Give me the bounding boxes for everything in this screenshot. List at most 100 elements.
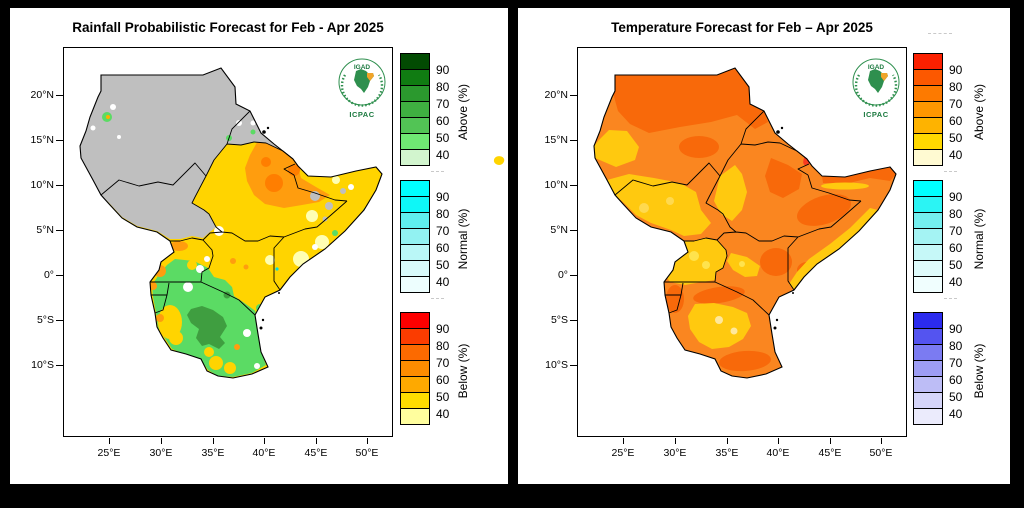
legend-swatch (913, 180, 943, 197)
legend-swatch (913, 69, 943, 86)
legend-artifact-dash (431, 298, 444, 299)
x-tick-label: 35°E (201, 447, 225, 459)
legend-swatch (400, 133, 430, 150)
icpac-logo: IGAD ICPAC (852, 58, 900, 119)
legend-tick: 40 (436, 407, 450, 421)
legend-swatch (913, 133, 943, 150)
y-tick (56, 320, 63, 321)
legend-swatch (400, 212, 430, 229)
x-tick-label: 50°E (869, 447, 893, 459)
legend-tick: 70 (949, 97, 963, 111)
legend-swatch (400, 244, 430, 261)
legend-below-rainfall (400, 312, 430, 425)
legend-tick: 70 (436, 224, 450, 238)
logo-icpac-text: ICPAC (349, 110, 374, 119)
legend-tick: 60 (949, 241, 963, 255)
y-tick-label: 10°N (30, 179, 54, 191)
legend-swatch (400, 149, 430, 166)
x-tick (830, 438, 831, 444)
legend-normal-rainfall (400, 180, 430, 293)
x-tick (675, 438, 676, 444)
legend-swatch (400, 228, 430, 245)
legend-swatch (913, 149, 943, 166)
legend-tick: 50 (436, 390, 450, 404)
y-tick (56, 185, 63, 186)
legend-tick: 40 (949, 148, 963, 162)
legend-swatch (913, 260, 943, 277)
legend-tick: 80 (436, 80, 450, 94)
logo-igad-text: IGAD (354, 64, 371, 71)
x-tick-label: 30°E (149, 447, 173, 459)
y-tick (570, 95, 577, 96)
legend-tick: 40 (436, 148, 450, 162)
legend-axis-label: Above (%) (972, 83, 986, 141)
legend-tick: 40 (949, 407, 963, 421)
y-tick (570, 275, 577, 276)
legend-swatch (913, 344, 943, 361)
legend-swatch (400, 360, 430, 377)
legend-swatch (913, 360, 943, 377)
legend-swatch (913, 328, 943, 345)
legend-tick: 80 (949, 339, 963, 353)
rainfall-map (79, 67, 383, 379)
legend-swatch (913, 244, 943, 261)
legend-axis-label: Normal (%) (456, 208, 470, 270)
y-tick (570, 185, 577, 186)
legend-artifact-dash (431, 171, 444, 172)
legend-swatch (400, 260, 430, 277)
y-tick-label: 15°N (30, 134, 54, 146)
rainfall-country-borders (100, 110, 348, 316)
legend-artifact-dash (944, 298, 957, 299)
y-tick-label: 20°N (30, 89, 54, 101)
temperature-title: Temperature Forecast for Feb – Apr 2025 (611, 20, 873, 35)
x-tick-label: 40°E (252, 447, 276, 459)
legend-tick: 50 (949, 131, 963, 145)
x-tick (213, 438, 214, 444)
x-tick-label: 35°E (715, 447, 739, 459)
x-tick-label: 30°E (663, 447, 687, 459)
y-tick-label: 0° (557, 269, 568, 281)
legend-tick: 40 (949, 275, 963, 289)
legend-swatch (913, 212, 943, 229)
logo-igad-text: IGAD (868, 64, 885, 71)
x-tick (161, 438, 162, 444)
temperature-map (593, 67, 897, 379)
logo-horn-highlight (881, 73, 888, 81)
legend-artifact-dash (944, 171, 957, 172)
rainfall-fill-layers (80, 68, 382, 378)
legend-normal-temperature (913, 180, 943, 293)
legend-tick: 80 (949, 80, 963, 94)
y-tick (56, 230, 63, 231)
legend-above-temperature (913, 53, 943, 166)
y-tick-label: 5°S (550, 314, 568, 326)
x-tick (881, 438, 882, 444)
legend-tick: 50 (949, 390, 963, 404)
legend-axis-label: Normal (%) (972, 208, 986, 270)
legend-axis-label: Below (%) (456, 343, 470, 399)
x-tick (109, 438, 110, 444)
y-tick-label: 10°N (544, 179, 568, 191)
rainfall-title: Rainfall Probabilistic Forecast for Feb … (72, 20, 384, 35)
x-tick-label: 25°E (97, 447, 121, 459)
legend-tick: 90 (436, 190, 450, 204)
legend-swatch (400, 69, 430, 86)
temperature-country-borders (614, 110, 862, 316)
x-tick (778, 438, 779, 444)
legend-swatch (400, 196, 430, 213)
legend-swatch (913, 117, 943, 134)
legend-above-rainfall (400, 53, 430, 166)
legend-swatch (400, 276, 430, 293)
legend-swatch (400, 85, 430, 102)
legend-swatch (913, 228, 943, 245)
y-tick-label: 5°N (550, 224, 568, 236)
y-tick-label: 5°N (36, 224, 54, 236)
legend-swatch (400, 392, 430, 409)
legend-tick: 60 (436, 241, 450, 255)
legend-tick: 50 (436, 258, 450, 272)
legend-tick: 70 (949, 224, 963, 238)
y-tick (570, 230, 577, 231)
legend-swatch (913, 392, 943, 409)
y-tick-label: 10°S (545, 359, 568, 371)
legend-swatch (913, 196, 943, 213)
y-tick-label: 10°S (31, 359, 54, 371)
